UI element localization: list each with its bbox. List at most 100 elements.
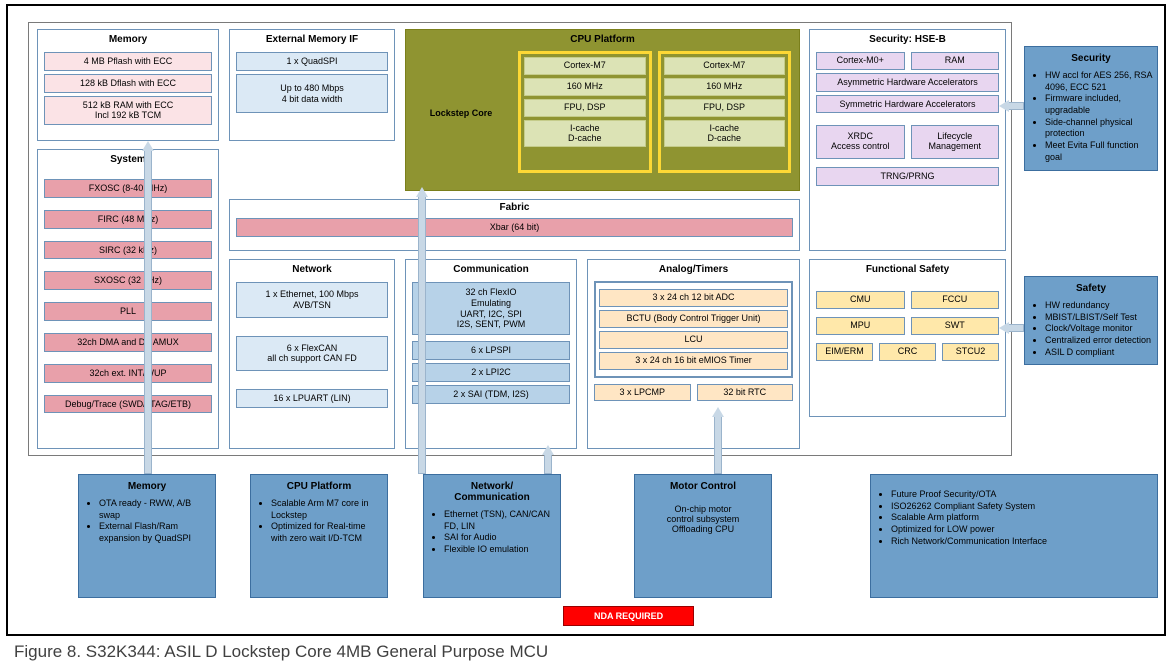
- extmem-title: External Memory IF: [230, 30, 394, 49]
- co-mem-list: OTA ready - RWW, A/B swap External Flash…: [79, 494, 215, 551]
- co-sum-0: Future Proof Security/OTA: [891, 489, 1153, 501]
- co-sec-2: Side-channel physical protection: [1045, 117, 1153, 140]
- co-saf-2: Clock/Voltage monitor: [1045, 323, 1153, 335]
- fs-01: FCCU: [911, 291, 1000, 309]
- fs-title: Functional Safety: [810, 260, 1005, 279]
- co-nc-list: Ethernet (TSN), CAN/CAN FD, LIN SAI for …: [424, 505, 560, 562]
- nda-tag: NDA REQUIRED: [563, 606, 694, 626]
- fabric-block: Fabric Xbar (64 bit): [229, 199, 800, 251]
- co-sum-list: Future Proof Security/OTA ISO26262 Compl…: [871, 475, 1157, 553]
- hse-row0: Asymmetric Hardware Accelerators: [816, 73, 999, 92]
- an-2: LCU: [599, 331, 788, 349]
- sys-1: FIRC (48 MHz): [44, 210, 212, 229]
- co-cpu-title: CPU Platform: [251, 475, 387, 494]
- extmem-block: External Memory IF 1 x QuadSPI Up to 480…: [229, 29, 395, 141]
- mem-item-0: 4 MB Pflash with ECC: [44, 52, 212, 71]
- hse-lcm: Lifecycle Management: [911, 125, 1000, 159]
- comm-1: 2 x LPI2C: [412, 363, 570, 382]
- co-saf-1: MBIST/LBIST/Self Test: [1045, 312, 1153, 324]
- comm-2: 2 x SAI (TDM, I2S): [412, 385, 570, 404]
- an-3: 3 x 24 ch 16 bit eMIOS Timer: [599, 352, 788, 370]
- analog-group: 3 x 24 ch 12 bit ADC BCTU (Body Control …: [594, 281, 793, 378]
- hse-xrdc: XRDC Access control: [816, 125, 905, 159]
- arrowhead-memory: [142, 141, 154, 151]
- co-sum-2: Scalable Arm platform: [891, 512, 1153, 524]
- co-sec-title: Security: [1025, 47, 1157, 66]
- co-motor-body: On-chip motor control subsystem Offloadi…: [635, 494, 771, 544]
- mem-item-2: 512 kB RAM with ECC Incl 192 kB TCM: [44, 96, 212, 126]
- co-nc-2: Flexible IO emulation: [444, 544, 556, 556]
- fs-11: SWT: [911, 317, 1000, 335]
- fs-10: MPU: [816, 317, 905, 335]
- core1-3: I-cache D-cache: [664, 120, 786, 148]
- co-sec-list: HW accl for AES 256, RSA 4096, ECC 521 F…: [1025, 66, 1157, 170]
- fs-20: EIM/ERM: [816, 343, 873, 361]
- fabric-title: Fabric: [230, 200, 799, 215]
- callout-security: Security HW accl for AES 256, RSA 4096, …: [1024, 46, 1158, 171]
- co-nc-1: SAI for Audio: [444, 532, 556, 544]
- comm-title: Communication: [406, 260, 576, 279]
- co-mem-1: External Flash/Ram expansion by QuadSPI: [99, 521, 211, 544]
- an-1: BCTU (Body Control Trigger Unit): [599, 310, 788, 328]
- arrow-memory: [144, 150, 152, 474]
- callout-safety: Safety HW redundancy MBIST/LBIST/Self Te…: [1024, 276, 1158, 365]
- co-saf-title: Safety: [1025, 277, 1157, 296]
- lockstep-label: Lockstep Core: [406, 49, 516, 177]
- chip-boundary: Memory 4 MB Pflash with ECC 128 kB Dflas…: [28, 22, 1012, 456]
- an-p0: 3 x LPCMP: [594, 384, 691, 402]
- co-mem-title: Memory: [79, 475, 215, 494]
- an-0: 3 x 24 ch 12 bit ADC: [599, 289, 788, 307]
- figure-caption: Figure 8. S32K344: ASIL D Lockstep Core …: [14, 642, 548, 662]
- co-sec-0: HW accl for AES 256, RSA 4096, ECC 521: [1045, 70, 1153, 93]
- arrowhead-cpu: [416, 187, 428, 197]
- sys-7: Debug/Trace (SWD/JTAG/ETB): [44, 395, 212, 414]
- core0-2: FPU, DSP: [524, 99, 646, 117]
- co-sum-1: ISO26262 Compliant Safety System: [891, 501, 1153, 513]
- sys-4: PLL: [44, 302, 212, 321]
- network-title: Network: [230, 260, 394, 279]
- co-saf-3: Centralized error detection: [1045, 335, 1153, 347]
- sys-0: FXOSC (8-40 MHz): [44, 179, 212, 198]
- fs-21: CRC: [879, 343, 936, 361]
- sys-5: 32ch DMA and DMAMUX: [44, 333, 212, 352]
- arrow-security: [1008, 102, 1024, 110]
- fs-block: Functional Safety CMU FCCU MPU SWT EIM/E…: [809, 259, 1006, 417]
- arrowhead-netcomm: [542, 445, 554, 455]
- extmem-item-0: 1 x QuadSPI: [236, 52, 388, 71]
- cpu-core-0: Cortex-M7 160 MHz FPU, DSP I-cache D-cac…: [518, 51, 652, 173]
- hse-trng: TRNG/PRNG: [816, 167, 999, 186]
- mem-item-1: 128 kB Dflash with ECC: [44, 74, 212, 93]
- arrowhead-motor: [712, 407, 724, 417]
- co-sec-1: Firmware included, upgradable: [1045, 93, 1153, 116]
- core0-3: I-cache D-cache: [524, 120, 646, 148]
- communication-block: Communication 32 ch FlexIO Emulating UAR…: [405, 259, 577, 449]
- co-saf-0: HW redundancy: [1045, 300, 1153, 312]
- system-block: System FXOSC (8-40 MHz) FIRC (48 MHz) SI…: [37, 149, 219, 449]
- co-saf-4: ASIL D compliant: [1045, 347, 1153, 359]
- analog-block: Analog/Timers 3 x 24 ch 12 bit ADC BCTU …: [587, 259, 800, 449]
- outer-frame: Memory 4 MB Pflash with ECC 128 kB Dflas…: [6, 4, 1166, 636]
- core1-2: FPU, DSP: [664, 99, 786, 117]
- callout-summary: Future Proof Security/OTA ISO26262 Compl…: [870, 474, 1158, 598]
- co-sec-3: Meet Evita Full function goal: [1045, 140, 1153, 163]
- cpu-core-1: Cortex-M7 160 MHz FPU, DSP I-cache D-cac…: [658, 51, 792, 173]
- hse-row1: Symmetric Hardware Accelerators: [816, 95, 999, 114]
- core1-1: 160 MHz: [664, 78, 786, 96]
- an-p1: 32 bit RTC: [697, 384, 794, 402]
- cpu-block: CPU Platform Lockstep Core Cortex-M7 160…: [405, 29, 800, 191]
- arrow-cpu: [418, 196, 426, 474]
- co-cpu-0: Scalable Arm M7 core in Lockstep: [271, 498, 383, 521]
- sys-2: SIRC (32 kHz): [44, 241, 212, 260]
- cpu-title: CPU Platform: [406, 30, 799, 49]
- fabric-xbar: Xbar (64 bit): [236, 218, 793, 237]
- security-hse-block: Security: HSE-B Cortex-M0+ RAM Asymmetri…: [809, 29, 1006, 251]
- fs-22: STCU2: [942, 343, 999, 361]
- co-mem-0: OTA ready - RWW, A/B swap: [99, 498, 211, 521]
- sys-6: 32ch ext. INT/WUP: [44, 364, 212, 383]
- comm-flexio: 32 ch FlexIO Emulating UART, I2C, SPI I2…: [412, 282, 570, 335]
- system-title: System: [38, 150, 218, 169]
- arrowhead-safety: [999, 322, 1009, 334]
- arrow-safety: [1008, 324, 1024, 332]
- extmem-item-1: Up to 480 Mbps 4 bit data width: [236, 74, 388, 114]
- core0-0: Cortex-M7: [524, 57, 646, 75]
